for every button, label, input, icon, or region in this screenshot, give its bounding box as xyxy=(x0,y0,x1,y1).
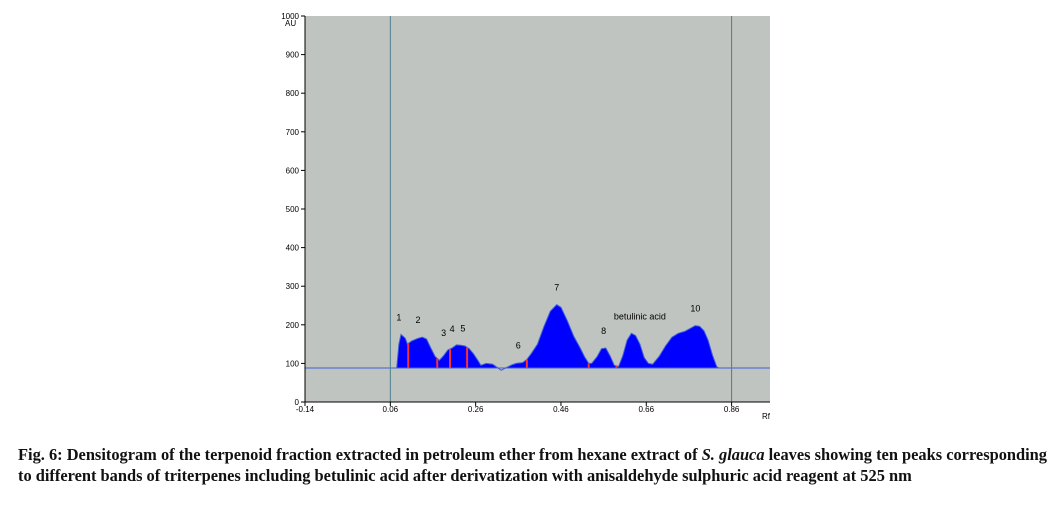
peak-label: 4 xyxy=(450,324,455,334)
trace-layer xyxy=(305,16,770,402)
y-tick-label: 500 xyxy=(286,205,300,214)
y-tick-label: 300 xyxy=(286,282,300,291)
peak-label: 3 xyxy=(441,328,446,338)
x-tick-label: -0.14 xyxy=(296,405,315,414)
trace-line xyxy=(305,304,770,371)
y-tick-label: 800 xyxy=(286,89,300,98)
peak-label: 7 xyxy=(554,283,559,293)
peak-label: 6 xyxy=(516,341,521,351)
y-tick-label: 1000 xyxy=(281,12,299,21)
x-tick-label: 0.26 xyxy=(468,405,484,414)
y-tick-label: 400 xyxy=(286,244,300,253)
peak-label-layer: 1 2 3 4 5 6 7 8 betulinic acid 10 xyxy=(396,283,700,351)
y-tick-label: 200 xyxy=(286,321,300,330)
y-axis-label: AU xyxy=(285,19,296,28)
y-tick-label: 0 xyxy=(295,398,300,407)
x-tick-label: 0.06 xyxy=(383,405,399,414)
peak-area xyxy=(305,304,770,368)
peak-label: 10 xyxy=(690,304,700,314)
y-tick-label: 100 xyxy=(286,359,300,368)
y-tick-label: 600 xyxy=(286,166,300,175)
peak-label: 2 xyxy=(416,315,421,325)
peak-label: 5 xyxy=(460,323,465,333)
caption-prefix: Fig. 6: Densitogram of the terpenoid fra… xyxy=(18,445,702,464)
peak-label: 8 xyxy=(601,326,606,336)
y-tick-label: 900 xyxy=(286,51,300,60)
peak-label: 1 xyxy=(396,312,401,322)
x-axis-label: Rf xyxy=(762,412,771,421)
y-tick-label: 700 xyxy=(286,128,300,137)
x-tick-label: 0.66 xyxy=(638,405,654,414)
caption-species: S. glauca xyxy=(701,445,765,464)
x-tick-label: 0.86 xyxy=(724,405,740,414)
peak-label: betulinic acid xyxy=(614,311,666,321)
x-tick-label: 0.46 xyxy=(553,405,569,414)
caption-suffix: leaves showing ten peaks corresponding t… xyxy=(18,445,1047,485)
figure-caption: Fig. 6: Densitogram of the terpenoid fra… xyxy=(18,444,1048,486)
